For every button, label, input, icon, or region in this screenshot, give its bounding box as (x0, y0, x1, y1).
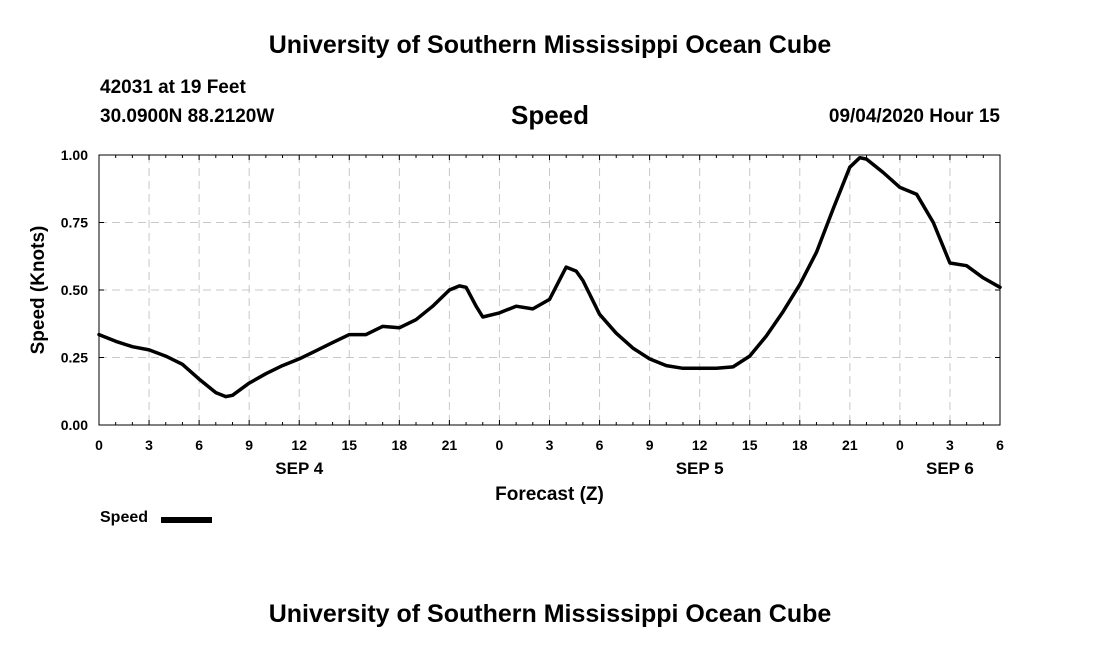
y-tick-label: 1.00 (61, 147, 88, 163)
date-label: SEP 5 (676, 459, 724, 478)
y-axis-label: Speed (Knots) (28, 226, 49, 355)
x-tick-label: 0 (95, 437, 103, 453)
x-tick-label: 21 (442, 437, 458, 453)
date-label: SEP 4 (275, 459, 323, 478)
x-tick-label: 15 (341, 437, 357, 453)
x-tick-label: 15 (742, 437, 758, 453)
legend-line-swatch (161, 517, 212, 523)
y-tick-label: 0.00 (61, 417, 88, 433)
x-tick-label: 21 (842, 437, 858, 453)
x-tick-label: 6 (195, 437, 203, 453)
x-tick-label: 0 (496, 437, 504, 453)
y-tick-label: 0.75 (61, 215, 88, 231)
x-tick-label: 18 (792, 437, 808, 453)
page-title: University of Southern Mississippi Ocean… (268, 31, 832, 59)
x-tick-label: 3 (145, 437, 153, 453)
x-tick-label: 9 (245, 437, 253, 453)
x-tick-label: 6 (596, 437, 604, 453)
legend-label: Speed (100, 509, 149, 526)
coordinates-label: 30.0900N 88.2120W (100, 106, 275, 127)
x-tick-label: 3 (546, 437, 554, 453)
y-tick-label: 0.25 (61, 350, 88, 366)
station-label: 42031 at 19 Feet (100, 77, 246, 98)
x-tick-label: 0 (896, 437, 904, 453)
x-tick-label: 12 (692, 437, 708, 453)
datetime-label: 09/04/2020 Hour 15 (828, 106, 1000, 127)
chart-title: Speed (510, 100, 590, 130)
x-tick-label: 12 (291, 437, 307, 453)
x-tick-label: 3 (946, 437, 954, 453)
speed-series-line (97, 155, 1002, 399)
x-tick-label: 6 (996, 437, 1004, 453)
x-axis-label: Forecast (Z) (495, 484, 604, 505)
x-tick-label: 9 (646, 437, 654, 453)
footer-title: University of Southern Mississippi Ocean… (268, 600, 832, 628)
date-label: SEP 6 (926, 459, 974, 478)
x-tick-label: 18 (392, 437, 408, 453)
y-tick-label: 0.50 (61, 282, 88, 298)
